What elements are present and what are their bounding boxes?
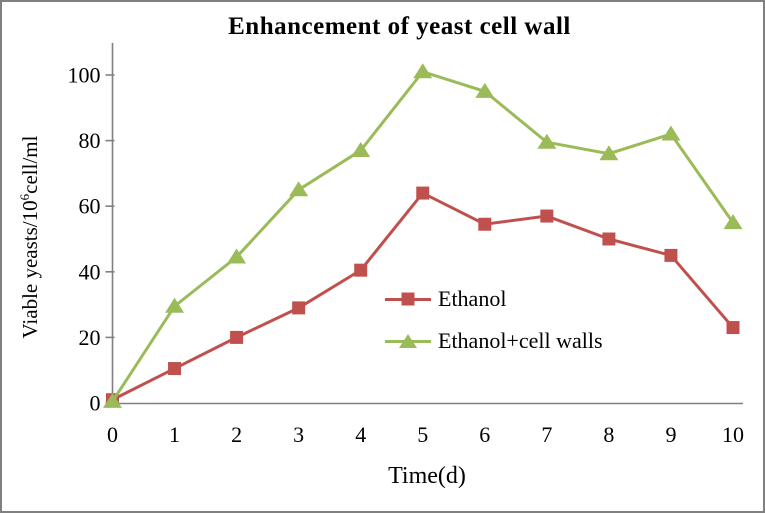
- x-tick-label: 10: [722, 422, 744, 447]
- ethanol-cell-walls-point: [537, 133, 557, 149]
- ethanol-cell-walls-point: [165, 297, 185, 313]
- legend-label-ethanol: Ethanol: [438, 286, 507, 311]
- ethanol-cell-walls-point: [475, 82, 495, 98]
- ethanol-point: [726, 321, 740, 335]
- x-tick-label: 0: [107, 422, 118, 447]
- y-tick-label: 80: [79, 128, 101, 153]
- y-tick-label: 60: [79, 194, 101, 219]
- ethanol-point: [168, 362, 182, 376]
- legend-line-ethanol-cell-walls: [385, 334, 431, 348]
- square-marker-icon: [401, 292, 415, 306]
- legend-item-ethanol: Ethanol: [385, 284, 603, 314]
- ethanol-cell-walls-point: [351, 141, 371, 157]
- ethanol-cell-walls-point: [661, 125, 681, 141]
- legend-label-ethanol-cell-walls: Ethanol+cell walls: [438, 328, 603, 353]
- ethanol-point: [292, 301, 306, 315]
- x-tick-label: 5: [417, 422, 428, 447]
- y-tick-label: 0: [90, 391, 101, 416]
- ethanol-point: [602, 232, 616, 246]
- ethanol-point: [416, 186, 430, 200]
- y-tick-label: 20: [79, 325, 101, 350]
- x-tick-label: 1: [169, 422, 180, 447]
- x-tick-label: 9: [665, 422, 676, 447]
- y-tick-label: 100: [68, 63, 101, 88]
- y-tick-label: 40: [79, 259, 101, 284]
- ethanol-point: [540, 209, 554, 223]
- chart-title: Enhancement of yeast cell wall: [228, 13, 571, 40]
- ethanol-point: [664, 248, 678, 262]
- x-tick-label: 8: [603, 422, 614, 447]
- x-axis-title: Time(d): [388, 463, 466, 489]
- ethanol-cell-walls-point: [103, 392, 122, 408]
- x-tick-label: 3: [293, 422, 304, 447]
- x-tick-label: 2: [231, 422, 242, 447]
- ethanol-cell-walls-point: [723, 214, 743, 230]
- legend-item-ethanol-cell-walls: Ethanol+cell walls: [385, 326, 603, 356]
- ethanol-point: [230, 330, 244, 344]
- x-tick-label: 7: [541, 422, 552, 447]
- ethanol-point: [354, 263, 368, 277]
- legend: Ethanol Ethanol+cell walls: [385, 284, 603, 368]
- ethanol-cell-walls-point: [599, 145, 619, 161]
- legend-line-ethanol: [385, 292, 431, 306]
- x-tick-label: 4: [355, 422, 366, 447]
- ethanol-point: [478, 217, 492, 231]
- triangle-marker-icon: [399, 334, 417, 348]
- ethanol-cell-walls-point: [289, 181, 309, 197]
- ethanol-cell-walls-point: [227, 248, 247, 264]
- ethanol-cell-walls-point: [413, 63, 433, 79]
- x-tick-label: 6: [479, 422, 490, 447]
